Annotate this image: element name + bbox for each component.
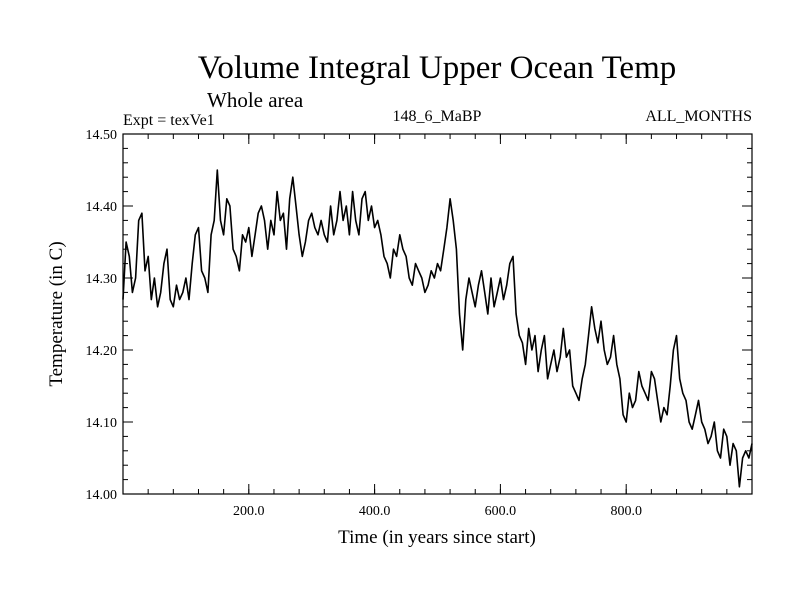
plot-frame: [122, 133, 753, 495]
y-tick-label: 14.20: [86, 344, 118, 359]
chart-title: Volume Integral Upper Ocean Temp: [198, 50, 676, 86]
y-tick-label: 14.00: [86, 488, 118, 503]
x-axis-label: Time (in years since start): [338, 527, 536, 548]
months-label: ALL_MONTHS: [645, 108, 752, 125]
plot-area: 14.00 14.10 14.20 14.30 14.40 14.50 200.0 400.0…: [86, 128, 753, 519]
x-tick-label: 200.0: [233, 504, 265, 519]
y-axis-label: Temperature (in C): [46, 241, 67, 386]
y-tick-label: 14.50: [86, 128, 118, 143]
y-tick-label: 14.30: [86, 272, 118, 287]
run-label: 148_6_MaBP: [393, 108, 482, 125]
chart-subtitle: Whole area: [207, 88, 304, 112]
y-tick-label: 14.10: [86, 416, 118, 431]
experiment-label: Expt = texVe1: [123, 112, 215, 129]
x-tick-label: 600.0: [485, 504, 517, 519]
series-line: [122, 169, 753, 488]
x-tick-label: 400.0: [359, 504, 391, 519]
y-tick-label: 14.40: [86, 200, 118, 215]
x-tick-label: 800.0: [610, 504, 642, 519]
